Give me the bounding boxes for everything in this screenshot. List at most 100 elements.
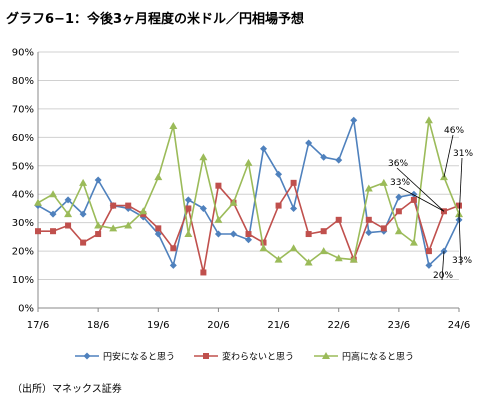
data-point <box>334 254 343 262</box>
data-point <box>275 202 282 209</box>
y-tick-label: 10% <box>12 275 34 286</box>
legend-label: 円高になると思う <box>342 351 414 363</box>
data-point <box>34 198 42 206</box>
legend-marker <box>83 352 91 360</box>
data-point <box>184 196 192 204</box>
data-point <box>215 182 222 189</box>
x-tick-label: 23/6 <box>388 320 410 331</box>
legend-marker <box>203 353 209 359</box>
data-point <box>80 239 87 246</box>
data-point <box>245 231 252 238</box>
data-point <box>79 178 88 186</box>
data-point <box>304 258 313 266</box>
data-point <box>290 179 297 186</box>
data-point <box>154 230 162 238</box>
data-point <box>395 208 402 215</box>
y-tick-label: 70% <box>12 104 34 115</box>
data-point <box>244 158 253 166</box>
legend-label: 円安になると思う <box>103 351 175 363</box>
y-tick-label: 80% <box>12 76 34 87</box>
y-tick-label: 50% <box>12 161 34 172</box>
data-point <box>64 196 72 204</box>
chart-title: グラフ6−1：今後3ヶ月程度の米ドル／円相場予想 <box>6 12 305 27</box>
series-3 <box>34 116 463 266</box>
data-point <box>64 210 73 218</box>
annotation-leader <box>458 157 463 220</box>
series-line <box>37 120 460 268</box>
annotation-label: 36% <box>388 159 408 169</box>
annotation-leader <box>443 134 454 178</box>
data-point <box>364 184 373 192</box>
series-1 <box>34 116 463 269</box>
legend: 円安になると思う 変わらないと思う 円高になると思う <box>75 351 414 363</box>
data-point <box>169 121 178 129</box>
data-point <box>49 210 57 218</box>
data-point <box>154 173 163 181</box>
annotation-leader <box>458 214 462 266</box>
x-tick-label: 24/6 <box>448 320 470 331</box>
data-point <box>259 244 268 252</box>
x-tick-label: 18/6 <box>87 320 109 331</box>
data-point <box>320 153 328 161</box>
data-point <box>380 225 387 232</box>
legend-item-1: 円安になると思う <box>75 351 175 363</box>
annotation-label: 33% <box>390 178 410 188</box>
data-point <box>200 269 207 276</box>
data-point <box>425 248 432 255</box>
data-point <box>185 205 192 212</box>
annotation-label: 31% <box>453 149 473 159</box>
y-tick-label: 90% <box>12 48 34 59</box>
y-tick-label: 30% <box>12 218 34 229</box>
data-point <box>65 222 72 229</box>
data-point <box>320 228 327 235</box>
y-tick-label: 20% <box>12 247 34 258</box>
data-point <box>335 216 342 223</box>
x-tick-label: 22/6 <box>327 320 349 331</box>
data-point <box>229 230 237 238</box>
data-point <box>50 228 57 235</box>
data-point <box>94 221 103 229</box>
data-point <box>199 204 207 212</box>
data-point <box>305 231 312 238</box>
data-point <box>229 198 238 206</box>
data-point <box>110 202 117 209</box>
data-point <box>260 145 268 153</box>
axis-layer: 0% 10% 20% 30% 40% 50% 60% 70% 80% 90% 17/6 18/6 19/… <box>12 48 470 332</box>
y-tick-label: 60% <box>12 133 34 144</box>
data-point <box>395 193 403 201</box>
data-point <box>260 239 267 246</box>
data-point <box>319 247 328 255</box>
annotation-label: 33% <box>452 256 472 266</box>
data-point <box>214 215 223 223</box>
data-point <box>35 228 41 235</box>
annotation-layer: 46% 36% 33% 31% 20% 33% <box>388 126 473 281</box>
y-tick-label: 0% <box>18 304 34 315</box>
data-point <box>394 227 403 235</box>
data-point <box>424 116 433 124</box>
data-point <box>365 229 373 237</box>
legend-label: 変わらないと思う <box>222 351 294 363</box>
legend-item-3: 円高になると思う <box>314 351 414 363</box>
data-point <box>425 261 433 269</box>
data-point <box>155 225 162 232</box>
data-point <box>184 230 193 238</box>
x-tick-label: 17/6 <box>27 320 49 331</box>
data-point <box>456 202 462 209</box>
y-tick-label: 40% <box>12 190 34 201</box>
data-point <box>95 231 102 238</box>
data-point <box>349 255 358 263</box>
data-point <box>290 204 298 212</box>
data-point <box>274 255 283 263</box>
x-tick-label: 19/6 <box>147 320 169 331</box>
data-point <box>379 178 388 186</box>
data-point <box>94 176 102 184</box>
data-point <box>124 221 133 229</box>
data-point <box>365 216 372 223</box>
legend-item-2: 変わらないと思う <box>194 351 294 363</box>
source-note: （出所）マネックス証券 <box>12 384 122 395</box>
data-point <box>170 245 177 252</box>
data-point <box>199 153 208 161</box>
x-tick-label: 20/6 <box>207 320 229 331</box>
data-point <box>49 190 58 198</box>
